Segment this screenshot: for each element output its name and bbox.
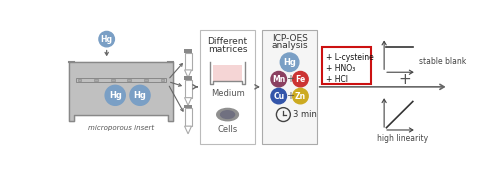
FancyBboxPatch shape [144,79,148,82]
Text: stable blank: stable blank [419,57,466,66]
Text: Mn: Mn [272,75,285,84]
FancyBboxPatch shape [184,49,192,53]
Polygon shape [184,70,192,78]
FancyBboxPatch shape [76,78,166,82]
Text: +: + [398,72,410,87]
Polygon shape [184,98,192,105]
Text: high linearity: high linearity [377,134,428,143]
FancyBboxPatch shape [184,105,192,108]
FancyBboxPatch shape [322,47,371,84]
Circle shape [292,71,308,87]
Text: Hg: Hg [109,91,122,100]
FancyBboxPatch shape [184,76,192,80]
Text: +: + [286,74,294,84]
FancyBboxPatch shape [128,79,131,82]
FancyBboxPatch shape [184,53,192,70]
Circle shape [271,71,286,87]
Text: Zn: Zn [295,92,306,101]
Circle shape [99,31,114,47]
Circle shape [292,88,308,104]
Text: +: + [286,91,294,101]
Circle shape [271,88,286,104]
Text: + HCl: + HCl [326,74,348,84]
Ellipse shape [220,111,234,119]
FancyBboxPatch shape [262,30,316,144]
Text: + HNO₃: + HNO₃ [326,64,355,73]
Text: Fe: Fe [296,75,306,84]
Text: microporous insert: microporous insert [88,125,154,132]
FancyBboxPatch shape [213,65,242,81]
Text: 3 min: 3 min [294,110,318,119]
Circle shape [280,53,299,71]
FancyBboxPatch shape [160,79,164,82]
FancyBboxPatch shape [184,108,192,126]
Text: Cu: Cu [273,92,284,101]
Circle shape [130,85,150,105]
FancyBboxPatch shape [74,66,168,115]
Text: Cells: Cells [218,125,238,134]
FancyBboxPatch shape [78,79,82,82]
Text: Medium: Medium [210,89,244,98]
Ellipse shape [216,108,238,121]
Text: Different: Different [208,37,248,46]
Text: Hg: Hg [100,35,112,44]
Polygon shape [68,62,174,121]
FancyBboxPatch shape [184,80,192,98]
FancyBboxPatch shape [200,30,254,144]
Text: Hg: Hg [283,58,296,67]
Text: ICP-OES: ICP-OES [272,34,308,43]
Text: matrices: matrices [208,45,248,53]
Circle shape [105,85,126,105]
Text: + L-cysteine: + L-cysteine [326,53,374,62]
Polygon shape [184,126,192,134]
Text: Hg: Hg [134,91,146,100]
FancyBboxPatch shape [94,79,98,82]
Text: analysis: analysis [272,41,308,50]
FancyBboxPatch shape [111,79,114,82]
